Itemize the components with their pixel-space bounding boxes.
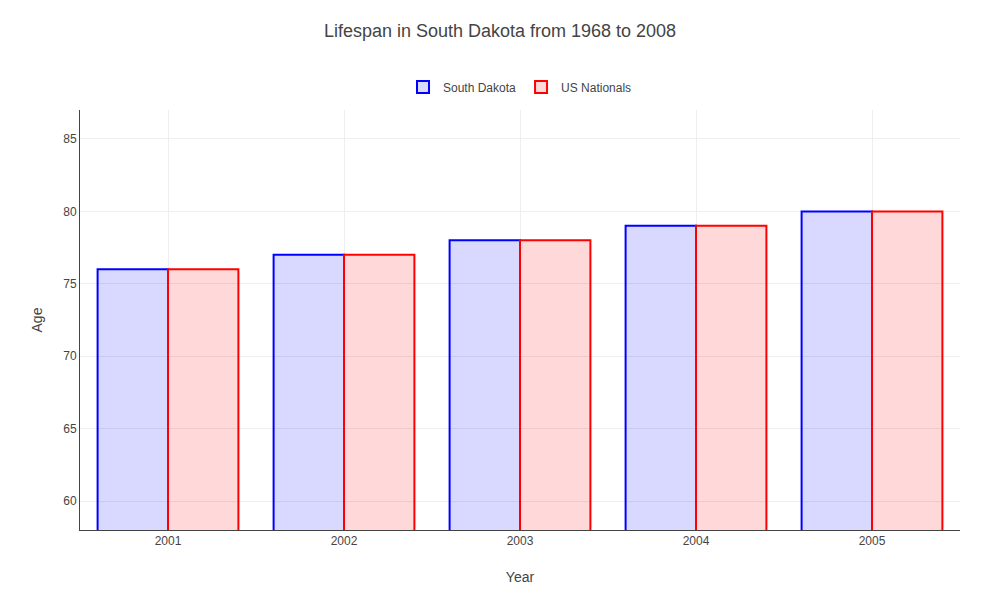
svg-text:Year: Year: [506, 569, 535, 585]
svg-text:US Nationals: US Nationals: [561, 81, 631, 95]
svg-text:South Dakota: South Dakota: [443, 81, 516, 95]
svg-text:75: 75: [63, 277, 77, 291]
svg-text:70: 70: [63, 349, 77, 363]
svg-text:85: 85: [63, 132, 77, 146]
svg-text:2002: 2002: [331, 534, 358, 548]
svg-text:80: 80: [63, 205, 77, 219]
svg-text:60: 60: [63, 494, 77, 508]
svg-text:Age: Age: [29, 307, 45, 332]
svg-text:2003: 2003: [507, 534, 534, 548]
svg-text:65: 65: [63, 422, 77, 436]
svg-text:Lifespan in South Dakota from: Lifespan in South Dakota from 1968 to 20…: [324, 21, 676, 41]
svg-text:2004: 2004: [683, 534, 710, 548]
svg-text:2005: 2005: [859, 534, 886, 548]
svg-text:2001: 2001: [155, 534, 182, 548]
